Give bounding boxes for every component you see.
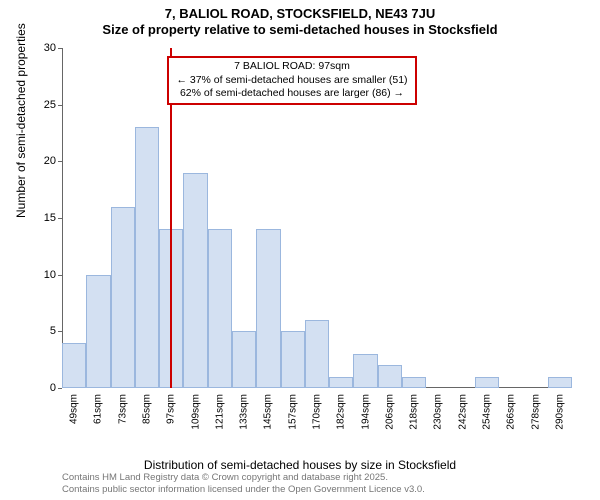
xtick-label: 157sqm [287, 394, 298, 430]
title-line-2: Size of property relative to semi-detach… [0, 22, 600, 38]
title-line-1: 7, BALIOL ROAD, STOCKSFIELD, NE43 7JU [0, 6, 600, 22]
xtick-label: 121sqm [214, 394, 225, 430]
xtick-label: 61sqm [93, 394, 104, 424]
histogram-bar [135, 127, 159, 388]
xtick-label: 194sqm [360, 394, 371, 430]
xtick-label: 133sqm [239, 394, 250, 430]
chart-area: 05101520253049sqm61sqm73sqm85sqm97sqm109… [62, 48, 572, 388]
histogram-bar [62, 343, 86, 388]
histogram-bar [256, 229, 280, 388]
ytick-mark [58, 48, 62, 49]
histogram-bar [86, 275, 110, 388]
xtick-label: 278sqm [530, 394, 541, 430]
xtick-label: 266sqm [506, 394, 517, 430]
histogram-bar [329, 377, 353, 388]
footer-line-2: Contains public sector information licen… [62, 484, 425, 496]
histogram-bar [378, 365, 402, 388]
xtick-label: 206sqm [384, 394, 395, 430]
histogram-bar [232, 331, 256, 388]
footer-attribution: Contains HM Land Registry data © Crown c… [62, 472, 425, 496]
annotation-line: 62% of semi-detached houses are larger (… [174, 87, 410, 101]
ytick-mark [58, 161, 62, 162]
histogram-bar [281, 331, 305, 388]
ytick-label: 0 [30, 382, 56, 394]
histogram-bar [208, 229, 232, 388]
xtick-label: 182sqm [336, 394, 347, 430]
ytick-label: 15 [30, 212, 56, 224]
x-axis-label: Distribution of semi-detached houses by … [0, 458, 600, 472]
ytick-mark [58, 388, 62, 389]
ytick-mark [58, 105, 62, 106]
plot-region: 05101520253049sqm61sqm73sqm85sqm97sqm109… [62, 48, 572, 388]
xtick-label: 49sqm [69, 394, 80, 424]
xtick-label: 85sqm [142, 394, 153, 424]
xtick-label: 242sqm [457, 394, 468, 430]
histogram-bar [353, 354, 377, 388]
y-axis-label: Number of semi-detached properties [14, 23, 28, 218]
histogram-bar [402, 377, 426, 388]
chart-container: 7, BALIOL ROAD, STOCKSFIELD, NE43 7JU Si… [0, 0, 600, 500]
xtick-label: 290sqm [554, 394, 565, 430]
ytick-label: 30 [30, 42, 56, 54]
annotation-line: 7 BALIOL ROAD: 97sqm [174, 60, 410, 74]
annotation-box: 7 BALIOL ROAD: 97sqm← 37% of semi-detach… [167, 56, 417, 105]
xtick-label: 254sqm [482, 394, 493, 430]
y-axis-line [62, 48, 63, 388]
xtick-label: 218sqm [409, 394, 420, 430]
xtick-label: 97sqm [166, 394, 177, 424]
annotation-line: ← 37% of semi-detached houses are smalle… [174, 74, 410, 88]
xtick-label: 230sqm [433, 394, 444, 430]
title-block: 7, BALIOL ROAD, STOCKSFIELD, NE43 7JU Si… [0, 0, 600, 39]
histogram-bar [111, 207, 135, 388]
histogram-bar [475, 377, 499, 388]
xtick-label: 109sqm [190, 394, 201, 430]
ytick-mark [58, 218, 62, 219]
xtick-label: 145sqm [263, 394, 274, 430]
xtick-label: 73sqm [117, 394, 128, 424]
histogram-bar [305, 320, 329, 388]
xtick-label: 170sqm [312, 394, 323, 430]
ytick-label: 20 [30, 155, 56, 167]
ytick-label: 25 [30, 99, 56, 111]
ytick-mark [58, 331, 62, 332]
histogram-bar [183, 173, 207, 388]
ytick-mark [58, 275, 62, 276]
ytick-label: 5 [30, 325, 56, 337]
footer-line-1: Contains HM Land Registry data © Crown c… [62, 472, 425, 484]
ytick-label: 10 [30, 269, 56, 281]
histogram-bar [548, 377, 572, 388]
